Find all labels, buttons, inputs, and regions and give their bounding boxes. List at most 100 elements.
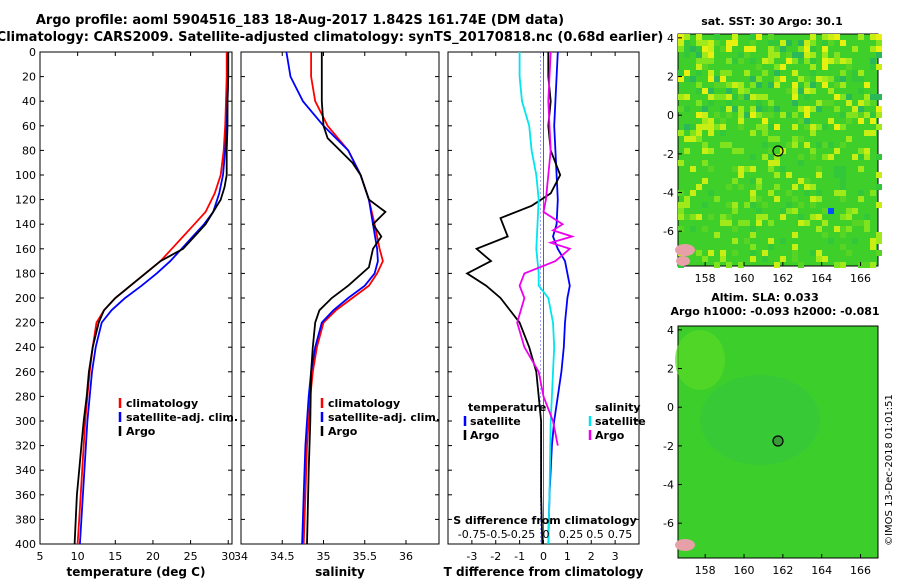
sst-pixel (702, 124, 708, 130)
sst-pixel (798, 88, 804, 94)
sst-pixel (876, 124, 882, 130)
y-tick-label: 180 (15, 267, 36, 280)
sst-pixel (756, 220, 762, 226)
sst-pixel (786, 40, 792, 46)
sst-pixel (870, 130, 876, 136)
map-lon-label: 158 (695, 272, 716, 285)
sst-pixel (780, 214, 786, 220)
sst-pixel (696, 112, 702, 118)
salinity-panel: 34 34.5 35 35.5 36 salinity climatologysatelli… (234, 51, 440, 579)
sst-pixel (684, 94, 690, 100)
sst-pixel (750, 244, 756, 250)
sst-pixel (738, 52, 744, 58)
y-tick-label: 380 (15, 513, 36, 526)
sst-pixel (798, 154, 804, 160)
sst-pixel (774, 136, 780, 142)
sst-pixel (864, 214, 870, 220)
x-axis-label: temperature (deg C) (67, 565, 206, 579)
sst-pixel (768, 166, 774, 172)
x-tick-label: -1 (514, 550, 525, 563)
sst-pixel (726, 82, 732, 88)
sst-pixel (774, 40, 780, 46)
sst-pixel (876, 46, 882, 52)
sst-pixel (816, 250, 822, 256)
sst-pixel (708, 118, 714, 124)
sst-pixel (858, 196, 864, 202)
sst-pixel (840, 232, 846, 238)
sst-pixel (858, 88, 864, 94)
series-line-satellite-adj-clim- (79, 52, 230, 545)
sst-pixel (858, 154, 864, 160)
sst-pixel (696, 52, 702, 58)
sst-pixel (678, 130, 684, 136)
sst-pixel (732, 94, 738, 100)
sst-pixel (804, 178, 810, 184)
sst-pixel (828, 142, 834, 148)
map-lat-label: -6 (663, 517, 674, 530)
x-tick-label: 10 (71, 550, 85, 563)
float-position-marker (772, 435, 784, 447)
legend-label: satellite (470, 415, 521, 428)
sst-pixel (690, 130, 696, 136)
sst-pixel (708, 250, 714, 256)
sst-pixel (804, 52, 810, 58)
sst-pixel (684, 148, 690, 154)
sst-pixel (828, 118, 834, 124)
sst-pixel (810, 148, 816, 154)
sst-pixel (744, 112, 750, 118)
sst-pixel (834, 106, 840, 112)
sst-pixel (744, 46, 750, 52)
sst-pixel (732, 148, 738, 154)
sst-pixel (852, 70, 858, 76)
x-tick-label: 1 (564, 550, 571, 563)
sst-pixel (762, 106, 768, 112)
sst-pixel (774, 196, 780, 202)
sst-pixel (732, 40, 738, 46)
top-tick-label: 0.25 (559, 528, 584, 541)
sst-pixel (840, 214, 846, 220)
sst-pixel (816, 76, 822, 82)
sst-pixel (678, 34, 684, 40)
sst-pixel (678, 46, 684, 52)
sst-pixel (846, 112, 852, 118)
sst-pixel (702, 148, 708, 154)
sst-pixel (798, 58, 804, 64)
sst-pixel (744, 220, 750, 226)
sst-pixel (792, 82, 798, 88)
sst-pixel (726, 58, 732, 64)
map-lat-label: -6 (663, 225, 674, 238)
sst-pixel (738, 172, 744, 178)
sst-pixel (864, 130, 870, 136)
top-tick-label: -0.5 (486, 528, 507, 541)
sst-pixel (864, 262, 870, 268)
sst-pixel (720, 76, 726, 82)
sst-pixel (846, 118, 852, 124)
y-tick-label: 300 (15, 415, 36, 428)
sst-pixel (780, 256, 786, 262)
map-lon-label: 162 (772, 564, 793, 577)
sla-high-patch (675, 330, 725, 390)
sst-pixel (684, 70, 690, 76)
sst-pixel (846, 226, 852, 232)
sst-pixel (780, 238, 786, 244)
sst-pixel (678, 202, 684, 208)
sst-pixel (774, 184, 780, 190)
sst-pixel (696, 124, 702, 130)
sst-pixel (774, 82, 780, 88)
sst-pixel (792, 208, 798, 214)
sst-pixel (720, 106, 726, 112)
sst-pixel (756, 178, 762, 184)
sst-pixel (750, 256, 756, 262)
sst-cold-pixel (828, 208, 834, 214)
sst-pixel (696, 34, 702, 40)
sst-pixel (696, 70, 702, 76)
sst-pixel (774, 106, 780, 112)
sst-pixel (840, 178, 846, 184)
x-tick-label: 2 (588, 550, 595, 563)
sst-pixel (750, 40, 756, 46)
legend-label: Argo (470, 429, 500, 442)
sst-pixel (708, 70, 714, 76)
sst-pixel (816, 100, 822, 106)
sst-pixel (708, 94, 714, 100)
sst-pixel (858, 148, 864, 154)
